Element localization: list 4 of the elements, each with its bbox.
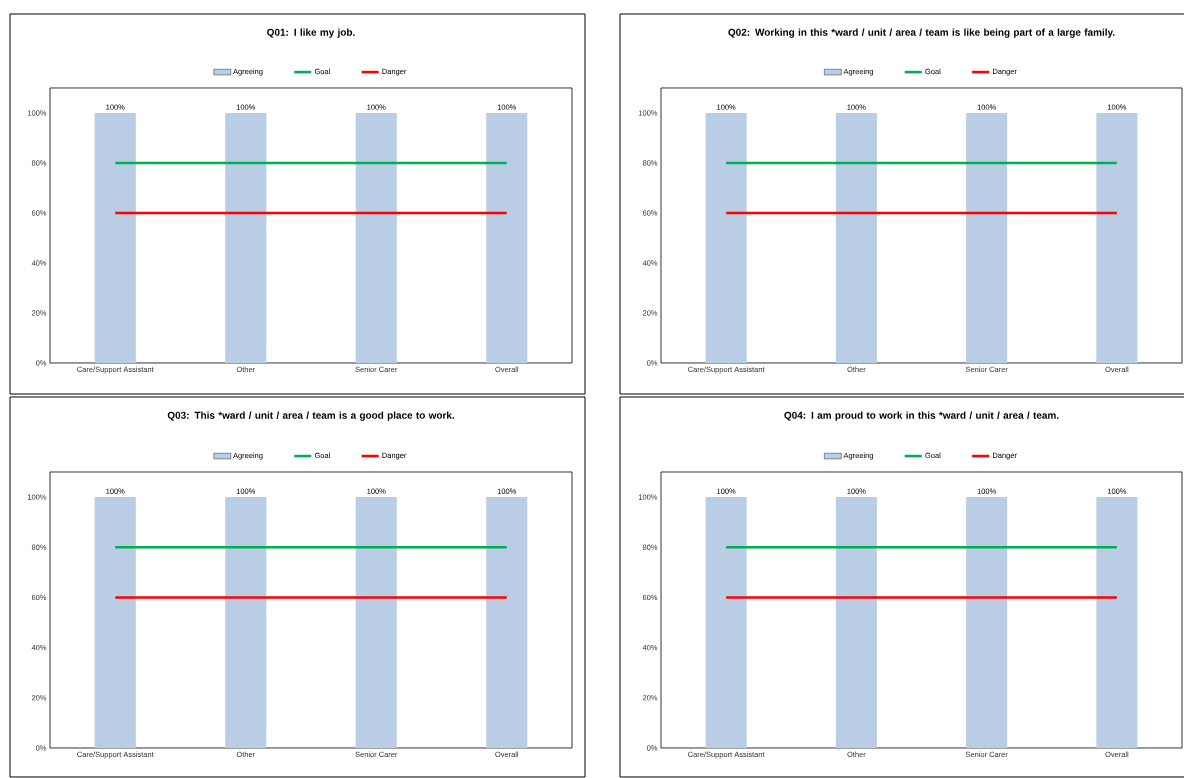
chart-title: Q01: I like my job. (267, 28, 355, 38)
chart-title: Q03: This *ward / unit / area / team is a good place to work. (167, 411, 454, 421)
chart-title: Q02: Working in this *ward / unit / area / team is like being part of a large family. (728, 28, 1115, 38)
chart-title: Q04: I am proud to work in this *ward / unit / area / team. (784, 411, 1059, 421)
